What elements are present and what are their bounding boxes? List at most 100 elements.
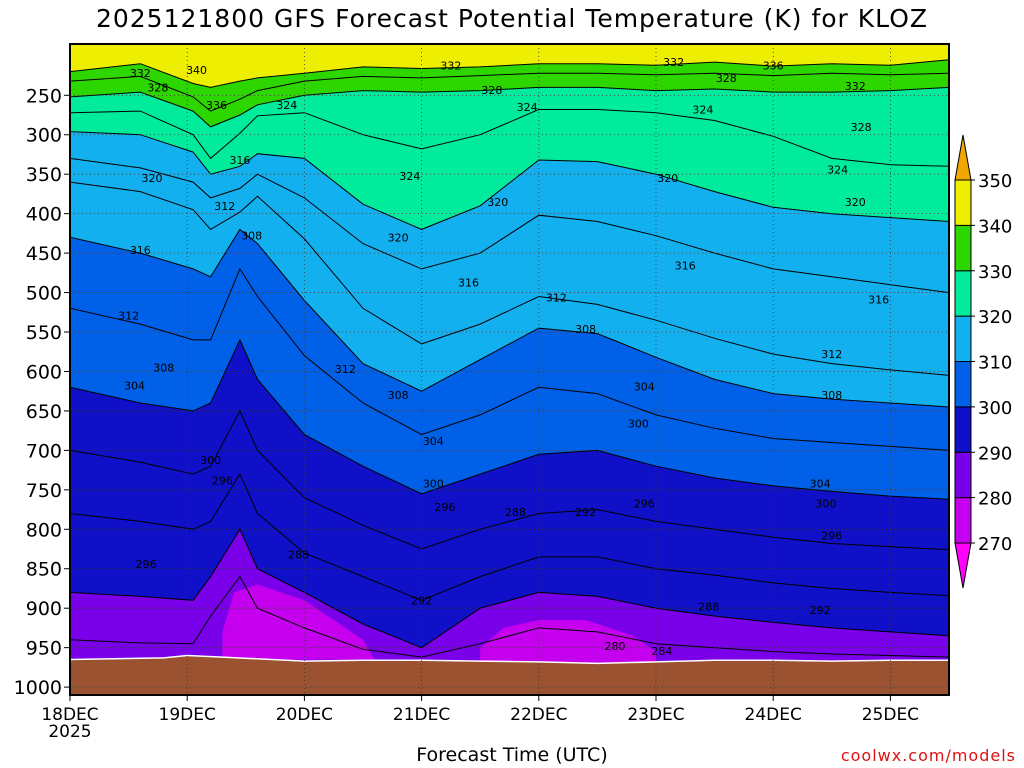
- contour-label-308: 308: [575, 323, 596, 336]
- contour-label-316: 316: [458, 276, 479, 289]
- plot-frame: [69, 43, 950, 696]
- x-tick-label-25DEC: 25DEC: [862, 705, 919, 725]
- contour-label-296: 296: [212, 474, 233, 487]
- contour-label-300: 300: [423, 478, 444, 491]
- x-tick-label-19DEC: 19DEC: [159, 705, 216, 725]
- colorbar-segment-290: [954, 406, 972, 453]
- contour-label-328: 328: [147, 81, 168, 94]
- contour-label-336: 336: [763, 59, 784, 72]
- x-tick-label-24DEC: 24DEC: [745, 705, 802, 725]
- contour-label-300: 300: [815, 497, 836, 510]
- isentrope-324: [70, 109, 949, 167]
- contour-label-280: 280: [604, 640, 625, 653]
- y-tick-label-800: 800: [26, 519, 62, 541]
- colorbar-extend-low: [954, 542, 972, 589]
- x-tick-label-23DEC: 23DEC: [627, 705, 684, 725]
- chart-title: 2025121800 GFS Forecast Potential Temper…: [95, 4, 929, 33]
- contour-label-292: 292: [411, 594, 432, 607]
- contour-label-328: 328: [851, 121, 872, 134]
- y-tick-label-650: 650: [26, 401, 62, 423]
- contour-label-296: 296: [821, 530, 842, 543]
- contour-label-312: 312: [546, 291, 567, 304]
- colorbar-extend-high: [954, 134, 972, 181]
- isentrope-304: [70, 267, 949, 451]
- x-tick-label-20DEC: 20DEC: [276, 705, 333, 725]
- colorbar-segment-270: [954, 497, 972, 544]
- y-tick-label-400: 400: [26, 204, 62, 226]
- contour-label-336: 336: [206, 99, 227, 112]
- contour-label-288: 288: [505, 506, 526, 519]
- terrain-ground: [70, 654, 949, 695]
- isentrope-296: [70, 409, 949, 551]
- contour-label-324: 324: [827, 163, 848, 176]
- contour-label-324: 324: [517, 101, 538, 114]
- contour-label-328: 328: [716, 72, 737, 85]
- x-tick-label-18DEC: 18DEC: [41, 705, 98, 725]
- contour-label-304: 304: [423, 435, 444, 448]
- isentrope-288: [70, 528, 949, 649]
- contour-label-296: 296: [435, 501, 456, 514]
- y-tick-label-700: 700: [26, 440, 62, 462]
- contour-label-316: 316: [675, 260, 696, 273]
- contour-label-304: 304: [124, 380, 145, 393]
- y-tick-label-450: 450: [26, 243, 62, 265]
- contour-label-316: 316: [130, 244, 151, 257]
- y-tick-label-300: 300: [26, 125, 62, 147]
- x-tick-sublabel-year: 2025: [48, 722, 91, 742]
- colorbar-segment-310: [954, 315, 972, 362]
- x-tick-label-21DEC: 21DEC: [393, 705, 450, 725]
- contour-label-312: 312: [821, 348, 842, 361]
- contour-label-304: 304: [634, 380, 655, 393]
- contour-label-300: 300: [628, 418, 649, 431]
- colorbar-segment-320: [954, 270, 972, 317]
- isentrope-312: [70, 181, 949, 376]
- contour-label-296: 296: [136, 558, 157, 571]
- x-axis-title: Forecast Time (UTC): [416, 744, 608, 766]
- colorbar-label-320: 320: [978, 307, 1012, 328]
- contour-label-308: 308: [821, 389, 842, 402]
- contour-label-288: 288: [698, 601, 719, 614]
- colorbar-segment-300: [954, 361, 972, 408]
- contour-label-308: 308: [241, 230, 262, 243]
- contour-label-324: 324: [399, 170, 420, 183]
- contour-label-316: 316: [868, 294, 889, 307]
- contour-label-292: 292: [575, 506, 596, 519]
- colorbar-label-290: 290: [978, 443, 1012, 464]
- isentrope-328: [70, 86, 949, 128]
- isentrope-316: [70, 157, 949, 294]
- contour-label-284: 284: [651, 645, 672, 658]
- contour-label-320: 320: [845, 196, 866, 209]
- contour-label-320: 320: [388, 231, 409, 244]
- contour-label-304: 304: [810, 478, 831, 491]
- y-tick-label-250: 250: [26, 85, 62, 107]
- contour-label-332: 332: [845, 80, 866, 93]
- contour-label-316: 316: [229, 154, 250, 167]
- colorbar-segment-340: [954, 179, 972, 226]
- contour-label-300: 300: [200, 454, 221, 467]
- colorbar-label-350: 350: [978, 171, 1012, 192]
- y-tick-label-750: 750: [26, 480, 62, 502]
- contour-label-312: 312: [214, 200, 235, 213]
- contour-label-332: 332: [130, 67, 151, 80]
- isentrope-336: [70, 59, 949, 88]
- colorbar-label-340: 340: [978, 216, 1012, 237]
- contour-label-296: 296: [634, 497, 655, 510]
- contour-label-288: 288: [288, 549, 309, 562]
- contour-label-320: 320: [657, 172, 678, 185]
- y-tick-label-950: 950: [26, 638, 62, 660]
- isentrope-292: [70, 473, 949, 601]
- y-tick-label-900: 900: [26, 598, 62, 620]
- y-tick-label-550: 550: [26, 322, 62, 344]
- colorbar-segment-280: [954, 451, 972, 499]
- colorbar-label-300: 300: [978, 398, 1012, 419]
- isentrope-320: [70, 131, 949, 230]
- isentrope-284: [70, 575, 949, 658]
- contour-label-324: 324: [276, 99, 297, 112]
- contour-label-312: 312: [118, 309, 139, 322]
- contour-label-320: 320: [142, 172, 163, 185]
- isentrope-300: [70, 338, 949, 500]
- contour-label-312: 312: [335, 363, 356, 376]
- contour-label-308: 308: [388, 389, 409, 402]
- contour-label-340: 340: [186, 64, 207, 77]
